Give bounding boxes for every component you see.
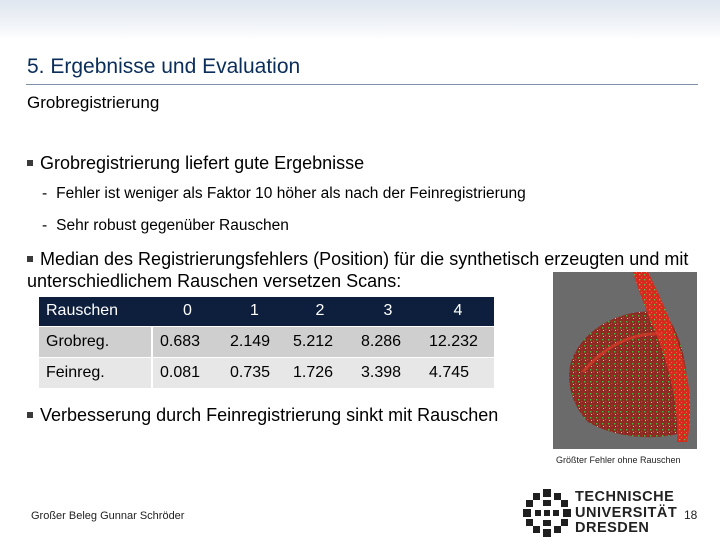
bullet-2: Median des Registrierungsfehlers (Positi…: [27, 248, 697, 292]
university-line-1: TECHNISCHE: [575, 489, 675, 505]
bullet-square-icon: [27, 160, 33, 166]
tu-dresden-logo-icon: [523, 489, 571, 537]
bullet-square-icon: [27, 256, 33, 262]
subbullet-1: - Fehler ist weniger als Faktor 10 höher …: [42, 185, 526, 203]
results-table: Rauschen 0 1 2 3 4 Grobreg. 0.683 2.149 …: [39, 297, 494, 388]
scan-visualization-image: [553, 272, 697, 449]
university-line-2: UNIVERSITÄT: [575, 504, 678, 521]
title-divider: [26, 84, 698, 85]
table-cell: Feinreg.: [39, 356, 153, 388]
table-header-row: Rauschen 0 1 2 3 4: [39, 297, 494, 326]
table-cell: 5.212: [286, 325, 354, 357]
footer-author: Großer Beleg Gunnar Schröder: [31, 510, 185, 522]
table-row: Feinreg. 0.081 0.735 1.726 3.398 4.745: [39, 356, 494, 388]
table-header-cell: 0: [152, 297, 223, 326]
table-cell: 12.232: [422, 325, 494, 357]
slide-title: 5. Ergebnisse und Evaluation: [27, 55, 301, 78]
subbullet-2-text: Sehr robust gegenüber Rauschen: [56, 217, 289, 234]
page-number: 18: [684, 508, 698, 522]
dash-icon: -: [42, 185, 48, 202]
table-header-cell: 4: [422, 297, 494, 326]
table-cell: 3.398: [354, 356, 422, 388]
university-line-3: DRESDEN: [575, 520, 650, 536]
table-cell: 8.286: [354, 325, 422, 357]
table-header-cell: 1: [223, 297, 286, 326]
table-header-cell: 3: [354, 297, 422, 326]
subbullet-2: - Sehr robust gegenüber Rauschen: [42, 217, 289, 235]
bullet-2-text: Median des Registrierungsfehlers (Positi…: [27, 249, 689, 291]
university-name: TECHNISCHE UNIVERSITÄT DRESDEN: [575, 489, 678, 537]
bullet-1-text: Grobregistrierung liefert gute Ergebniss…: [40, 153, 365, 173]
table-cell: 0.683: [152, 325, 223, 357]
slide-subtitle: Grobregistrierung: [27, 93, 160, 112]
header-band: [0, 0, 720, 40]
subbullet-1-text: Fehler ist weniger als Faktor 10 höher a…: [56, 185, 526, 202]
table-cell: 0.081: [152, 356, 223, 388]
bullet-3: Verbesserung durch Feinregistrierung sin…: [27, 404, 498, 426]
bullet-3-text: Verbesserung durch Feinregistrierung sin…: [40, 405, 499, 425]
table-header-cell: 2: [286, 297, 354, 326]
image-caption: Größter Fehler ohne Rauschen: [556, 455, 681, 465]
bullet-1: Grobregistrierung liefert gute Ergebniss…: [27, 152, 364, 174]
table-cell: 4.745: [422, 356, 494, 388]
table-cell: Grobreg.: [39, 325, 153, 357]
point-cloud-graphic: [568, 272, 691, 442]
table-header-cell: Rauschen: [39, 297, 152, 326]
table-cell: 0.735: [223, 356, 286, 388]
dash-icon: -: [42, 217, 48, 234]
bullet-square-icon: [27, 412, 33, 418]
table-cell: 2.149: [223, 325, 286, 357]
table-cell: 1.726: [286, 356, 354, 388]
table-row: Grobreg. 0.683 2.149 5.212 8.286 12.232: [39, 325, 494, 357]
